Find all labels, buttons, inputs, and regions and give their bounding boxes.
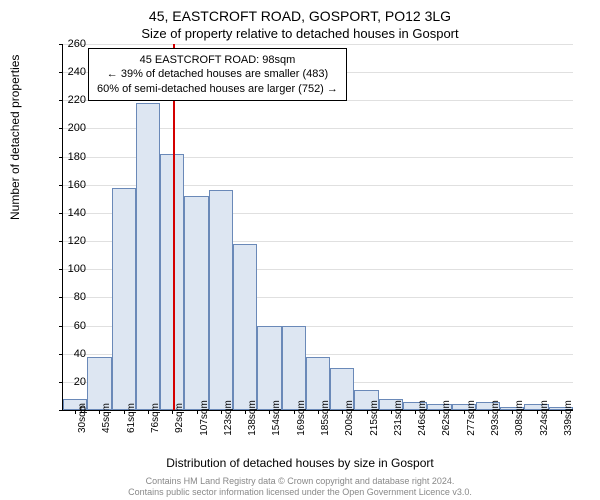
y-tick-label: 40 [46,348,86,360]
y-tick-label: 80 [46,291,86,303]
x-tick-label: 123sqm [223,400,234,436]
x-axis-label: Distribution of detached houses by size … [0,456,600,470]
chart-container: 45, EASTCROFT ROAD, GOSPORT, PO12 3LG Si… [0,0,600,500]
x-tick [245,410,246,414]
x-tick [537,410,538,414]
y-tick-label: 180 [46,151,86,163]
y-tick-label: 20 [46,376,86,388]
footer-line-1: Contains HM Land Registry data © Crown c… [0,476,600,487]
page-title: 45, EASTCROFT ROAD, GOSPORT, PO12 3LG [0,0,600,24]
x-tick-label: 185sqm [320,400,331,436]
histogram-bar [282,326,306,410]
x-tick [221,410,222,414]
x-tick-label: 30sqm [77,403,88,433]
x-tick [561,410,562,414]
histogram-bar [87,357,111,410]
x-tick [148,410,149,414]
footer-attribution: Contains HM Land Registry data © Crown c… [0,476,600,498]
x-tick-label: 200sqm [344,400,355,436]
footer-line-2: Contains public sector information licen… [0,487,600,498]
x-tick-label: 277sqm [466,400,477,436]
x-tick-label: 262sqm [441,400,452,436]
histogram-bar [257,326,281,410]
y-tick-label: 100 [46,263,86,275]
x-tick [197,410,198,414]
y-tick-label: 160 [46,179,86,191]
x-tick [124,410,125,414]
y-tick-label: 240 [46,66,86,78]
y-tick-label: 120 [46,235,86,247]
x-tick [464,410,465,414]
y-tick-label: 220 [46,94,86,106]
subtitle: Size of property relative to detached ho… [0,24,600,41]
x-tick-label: 308sqm [514,400,525,436]
x-tick-label: 293sqm [490,400,501,436]
x-tick-label: 45sqm [101,403,112,433]
annotation-line-2: ← 39% of detached houses are smaller (48… [97,67,338,81]
x-tick-label: 246sqm [417,400,428,436]
y-tick-label: 140 [46,207,86,219]
histogram-bar [136,103,160,410]
histogram-bar [233,244,257,410]
annotation-box: 45 EASTCROFT ROAD: 98sqm ← 39% of detach… [88,48,347,101]
x-tick-label: 231sqm [393,400,404,436]
x-tick [318,410,319,414]
x-tick [488,410,489,414]
x-tick [367,410,368,414]
histogram-bar [112,188,136,410]
x-tick-label: 107sqm [199,400,210,436]
x-tick-label: 138sqm [247,400,258,436]
x-tick [294,410,295,414]
annotation-line-3: 60% of semi-detached houses are larger (… [97,82,338,96]
histogram-bar [184,196,208,410]
y-axis-label: Number of detached properties [8,55,22,220]
x-tick-label: 76sqm [150,403,161,433]
x-tick-label: 215sqm [369,400,380,436]
y-tick-label: 260 [46,38,86,50]
gridline [63,44,573,45]
x-tick-label: 339sqm [563,400,574,436]
x-tick-label: 92sqm [174,403,185,433]
x-tick-label: 154sqm [271,400,282,436]
x-tick-label: 169sqm [296,400,307,436]
annotation-line-1: 45 EASTCROFT ROAD: 98sqm [97,53,338,67]
x-tick-label: 61sqm [126,403,137,433]
histogram-bar [209,190,233,410]
x-tick-label: 324sqm [539,400,550,436]
x-tick [415,410,416,414]
y-tick-label: 200 [46,122,86,134]
y-tick-label: 60 [46,320,86,332]
x-tick [391,410,392,414]
